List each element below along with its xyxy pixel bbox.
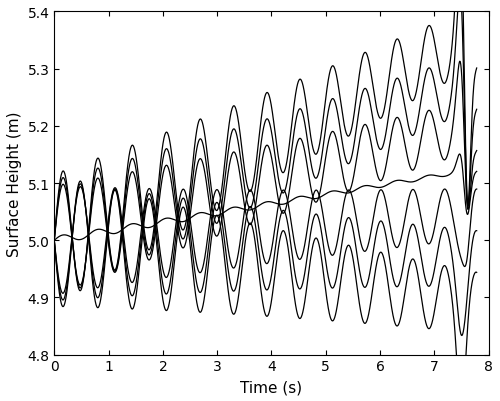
Y-axis label: Surface Height (m): Surface Height (m) bbox=[7, 111, 22, 256]
X-axis label: Time (s): Time (s) bbox=[240, 379, 302, 394]
